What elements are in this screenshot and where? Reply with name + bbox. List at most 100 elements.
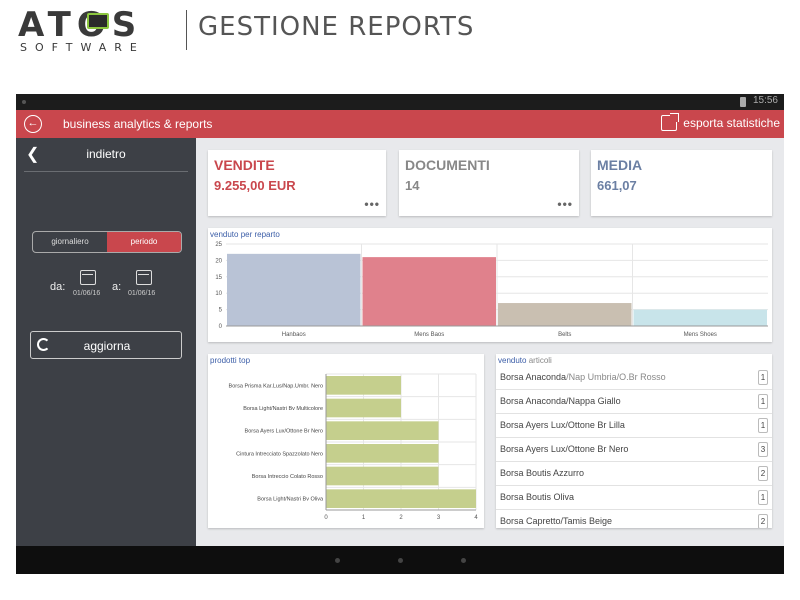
refresh-label: aggiorna [83, 339, 131, 353]
kpi-value: 14 [405, 178, 420, 193]
top-products-chart: 0 1 2 3 4 Borsa Prisma Kar.Lus/Nap.Umbr. Nero… [229, 373, 478, 521]
from-calendar-icon[interactable] [80, 270, 96, 285]
x-tick-label: 1 [362, 515, 366, 521]
quantity-badge: 1 [758, 394, 768, 409]
list-item[interactable]: Borsa Ayers Lux/Ottone Br Nero 3 [496, 438, 772, 462]
list-item-label: Borsa Boutis Azzurro [500, 468, 584, 478]
y-tick-label: 20 [215, 258, 222, 264]
y-tick-label: 0 [219, 324, 223, 330]
more-icon[interactable]: ••• [364, 197, 380, 211]
kpi-title: DOCUMENTI [405, 157, 490, 173]
status-time: 15:56 [752, 95, 778, 106]
y-tick-label: Borsa Light/Nastri Bv Multicolore [243, 406, 323, 412]
tablet-frame: 15:56 ← business analytics & reports esp… [16, 94, 784, 574]
back-circle-icon[interactable]: ← [24, 115, 42, 133]
nav-home-icon[interactable] [398, 558, 403, 563]
logo-sub-text: SOFTWARE [20, 41, 145, 54]
app-title: business analytics & reports [63, 117, 213, 131]
bar[interactable] [326, 398, 401, 418]
to-calendar-icon[interactable] [136, 270, 152, 285]
y-tick-label: 5 [219, 308, 223, 314]
y-tick-label: Borsa Ayers Lux/Ottone Br Nero [245, 429, 323, 435]
article-name: Borsa Capretto/Tamis Beige [500, 516, 613, 526]
to-date[interactable]: 01/06/16 [128, 290, 156, 297]
kpi-value: 661,07 [597, 178, 637, 193]
logo-main-text: ATOS [18, 5, 143, 45]
toggle-daily[interactable]: giornaliero [51, 237, 89, 246]
list-item-label: Borsa Ayers Lux/Ottone Br Nero [500, 444, 628, 454]
list-item[interactable]: Borsa Boutis Azzurro 2 [496, 462, 772, 486]
back-button[interactable]: indietro [86, 147, 126, 161]
toggle-period[interactable]: periodo [107, 232, 181, 252]
main-panel: VENDITE 9.255,00 EUR ••• DOCUMENTI 14 ••… [196, 138, 784, 546]
y-tick-label: Borsa Intreccio Colato Rosso [252, 474, 323, 480]
list-item[interactable]: Borsa Capretto/Tamis Beige 2 [496, 510, 772, 528]
bar[interactable] [633, 309, 768, 326]
kpi-card-documents[interactable]: DOCUMENTI 14 ••• [399, 150, 579, 216]
quantity-badge: 1 [758, 370, 768, 385]
nav-recent-icon[interactable] [461, 558, 466, 563]
y-tick-label: 10 [215, 291, 222, 297]
bar[interactable] [326, 466, 439, 486]
refresh-icon [37, 338, 50, 351]
bar[interactable] [326, 489, 476, 508]
list-item-label: Borsa Boutis Oliva [500, 492, 574, 502]
notification-dot-icon [22, 100, 26, 104]
period-toggle: giornaliero periodo [32, 231, 182, 253]
articles-title: venduto articoli [498, 356, 552, 365]
articles-title-a: venduto [498, 356, 527, 365]
bar[interactable] [362, 257, 497, 326]
nav-back-icon[interactable] [335, 558, 340, 563]
list-item[interactable]: Borsa Anaconda/Nappa Giallo 1 [496, 390, 772, 414]
articles-card: venduto articoli Borsa Anaconda/Nap Umbr… [496, 354, 772, 528]
quantity-badge: 2 [758, 466, 768, 481]
bar[interactable] [326, 444, 439, 463]
bar[interactable] [326, 421, 439, 440]
quantity-badge: 3 [758, 442, 768, 457]
more-icon[interactable]: ••• [557, 197, 573, 211]
kpi-title: VENDITE [214, 157, 275, 173]
y-tick-label: 25 [215, 242, 222, 248]
status-bar: 15:56 [16, 94, 784, 110]
from-date[interactable]: 01/06/16 [73, 290, 101, 297]
article-name: Borsa Anaconda/Nappa Giallo [500, 396, 621, 406]
list-item[interactable]: Borsa Ayers Lux/Ottone Br Lilla 1 [496, 414, 772, 438]
bar[interactable] [227, 253, 361, 326]
x-tick-label: 4 [474, 515, 478, 521]
battery-icon [740, 97, 746, 107]
list-item[interactable]: Borsa Boutis Oliva 1 [496, 486, 772, 510]
kpi-card-sales[interactable]: VENDITE 9.255,00 EUR ••• [208, 150, 386, 216]
list-item[interactable]: Borsa Anaconda/Nap Umbria/O.Br Rosso 1 [496, 366, 772, 390]
article-name: Borsa Boutis Azzurro [500, 468, 585, 478]
export-button[interactable]: esporta statistiche [661, 113, 780, 131]
x-tick-label: Belts [558, 332, 571, 338]
page-title: GESTIONE REPORTS [198, 12, 475, 42]
x-tick-label: 0 [324, 515, 328, 521]
refresh-button[interactable]: aggiorna [30, 331, 182, 359]
atos-logo: ATOS SOFTWARE [18, 8, 168, 54]
external-link-icon [661, 113, 680, 131]
dept-bar-chart: 0 5 10 15 20 25 Hanbaos Mens Baos Belts Mens Shoe… [215, 242, 768, 338]
dept-chart-title: venduto per reparto [210, 230, 280, 239]
list-item-label: Borsa Anaconda/Nappa Giallo [500, 396, 621, 406]
quantity-badge: 1 [758, 490, 768, 505]
bar[interactable] [498, 303, 632, 326]
from-label: da: [50, 281, 66, 293]
article-name: Borsa Ayers Lux/Ottone Br Nero [500, 444, 629, 454]
articles-list: Borsa Anaconda/Nap Umbria/O.Br Rosso 1 Bor… [496, 366, 772, 528]
logo-screen-icon [87, 13, 109, 29]
kpi-title: MEDIA [597, 157, 643, 173]
top-products-card: prodotti top 0 1 2 3 4 Borsa Prisma Kar.Lus/N… [208, 354, 484, 528]
to-label: a: [112, 281, 122, 293]
top-chart-title: prodotti top [210, 356, 251, 365]
article-name: Borsa Boutis Oliva [500, 492, 575, 502]
app-bar: ← business analytics & reports esporta s… [16, 110, 784, 138]
sidebar: indietro ❮ giornaliero periodo da: 01/06… [16, 138, 196, 546]
chevron-left-icon[interactable]: ❮ [26, 146, 40, 163]
kpi-card-average[interactable]: MEDIA 661,07 [591, 150, 772, 216]
article-variant: /Nap Umbria/O.Br Rosso [566, 372, 666, 382]
dept-chart-card: venduto per reparto 0 5 10 15 20 25 Hanbaos Men… [208, 228, 772, 342]
bar[interactable] [326, 376, 401, 395]
y-tick-label: Cintura Intrecciato Spazzolato Nero [236, 451, 323, 457]
x-tick-label: 2 [399, 515, 403, 521]
